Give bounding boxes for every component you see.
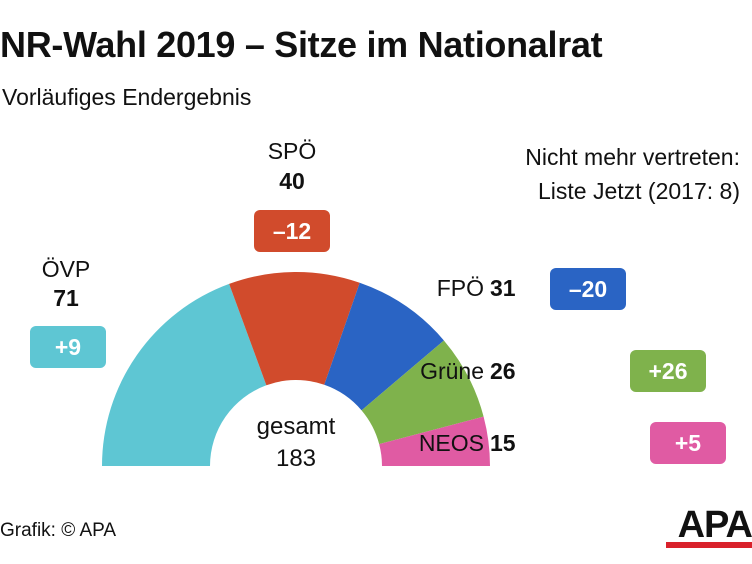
slice-gruene <box>361 340 484 445</box>
badge-oevp-change: +9 <box>55 334 81 360</box>
chart-title: NR-Wahl 2019 – Sitze im Nationalrat <box>0 24 603 65</box>
chart-subtitle: Vorläufiges Endergebnis <box>2 84 252 110</box>
slice-oevp <box>102 283 267 466</box>
note-line-2: Liste Jetzt (2017: 8) <box>538 178 740 204</box>
label-spoe-seats: 40 <box>279 168 305 194</box>
slice-spoe <box>229 272 360 386</box>
apa-logo: APA <box>666 506 752 548</box>
slice-fpoe <box>324 282 444 411</box>
label-fpoe-name: FPÖ <box>437 275 484 301</box>
not-represented-note: Nicht mehr vertreten: Liste Jetzt (2017:… <box>525 140 740 208</box>
apa-logo-text: APA <box>677 504 752 546</box>
badge-gruene-change: +26 <box>648 358 687 384</box>
badge-spoe-change-bg <box>254 210 330 252</box>
label-neos-seats: 15 <box>490 430 516 456</box>
apa-logo-bar <box>666 542 752 548</box>
badge-neos-change: +5 <box>675 430 701 456</box>
note-line-1: Nicht mehr vertreten: <box>525 144 740 170</box>
label-spoe-name: SPÖ <box>268 138 317 164</box>
label-neos-name: NEOS <box>419 430 484 456</box>
badge-spoe-change: –12 <box>273 218 311 244</box>
slice-neos <box>379 416 490 466</box>
center-label: gesamt <box>257 413 336 440</box>
label-oevp-name: ÖVP <box>42 256 91 282</box>
badge-fpoe-change: –20 <box>569 276 607 302</box>
badge-gruene-change-bg <box>630 350 706 392</box>
badge-fpoe-change-bg <box>550 268 626 310</box>
badge-oevp-change-bg <box>30 326 106 368</box>
label-gruene-name: Grüne <box>420 358 484 384</box>
badge-neos-change-bg <box>650 422 726 464</box>
graphic-credit: Grafik: © APA <box>0 520 117 541</box>
label-gruene-seats: 26 <box>490 358 516 384</box>
label-fpoe-seats: 31 <box>490 275 516 301</box>
label-oevp-seats: 71 <box>53 285 79 311</box>
center-total: 183 <box>276 445 316 472</box>
